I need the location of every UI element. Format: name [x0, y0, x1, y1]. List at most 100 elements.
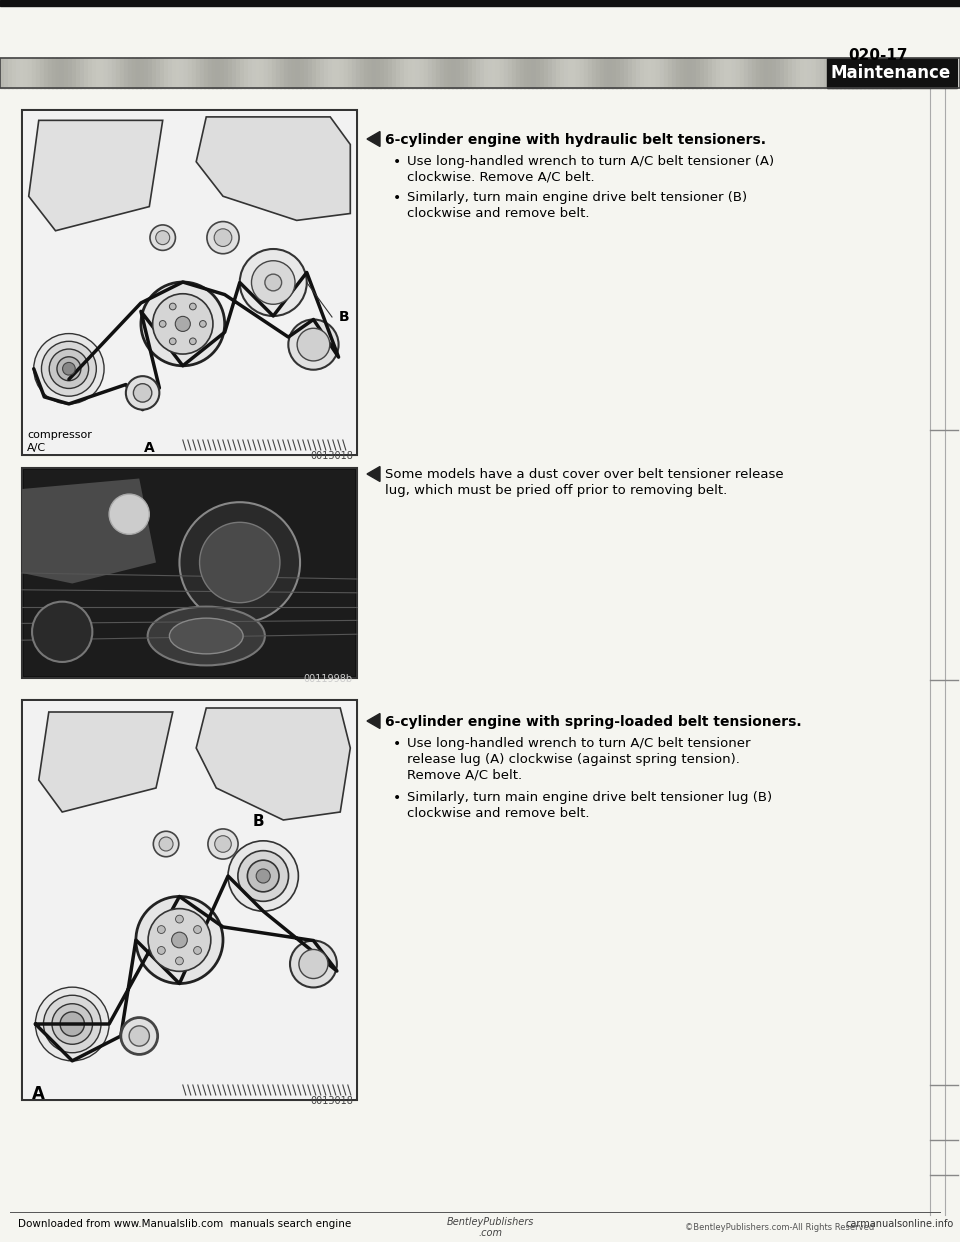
Bar	[540, 58, 545, 88]
Circle shape	[34, 334, 104, 404]
Bar	[168, 58, 173, 88]
Bar	[164, 58, 169, 88]
Bar	[352, 58, 357, 88]
Bar	[716, 58, 721, 88]
Bar	[616, 58, 621, 88]
Circle shape	[299, 949, 328, 979]
Bar	[276, 58, 281, 88]
Circle shape	[288, 319, 339, 370]
Bar	[24, 469, 355, 676]
Bar	[104, 58, 109, 88]
Bar	[456, 58, 461, 88]
Circle shape	[297, 328, 330, 361]
Text: compressor: compressor	[27, 430, 92, 440]
Text: Similarly, turn main engine drive belt tensioner lug (B): Similarly, turn main engine drive belt t…	[407, 791, 772, 804]
Bar	[316, 58, 321, 88]
Bar	[596, 58, 601, 88]
Bar	[48, 58, 53, 88]
Bar	[888, 58, 893, 88]
Bar	[28, 58, 33, 88]
Bar	[268, 58, 273, 88]
Bar	[44, 58, 49, 88]
Bar	[0, 58, 5, 88]
Text: Downloaded from www.Manualslib.com  manuals search engine: Downloaded from www.Manualslib.com manua…	[18, 1218, 351, 1230]
Bar	[748, 58, 753, 88]
Bar	[552, 58, 557, 88]
Circle shape	[150, 225, 176, 251]
Bar	[312, 58, 317, 88]
Circle shape	[200, 320, 206, 327]
Bar	[22, 468, 357, 678]
Bar	[580, 58, 585, 88]
Circle shape	[60, 1012, 84, 1036]
Bar	[380, 58, 385, 88]
Bar	[664, 58, 669, 88]
Text: clockwise. Remove A/C belt.: clockwise. Remove A/C belt.	[407, 171, 594, 184]
Bar	[136, 58, 141, 88]
Bar	[544, 58, 549, 88]
Text: •: •	[393, 737, 401, 751]
Circle shape	[43, 995, 101, 1053]
Bar	[660, 58, 665, 88]
Bar	[524, 58, 529, 88]
Bar	[804, 58, 809, 88]
Bar	[808, 58, 813, 88]
Bar	[252, 58, 257, 88]
Bar	[180, 58, 185, 88]
Bar	[640, 58, 645, 88]
Circle shape	[159, 320, 166, 327]
Bar	[356, 58, 361, 88]
Bar	[608, 58, 613, 88]
Bar	[388, 58, 393, 88]
Bar	[336, 58, 341, 88]
Circle shape	[62, 363, 75, 375]
Bar	[828, 58, 833, 88]
Bar	[128, 58, 133, 88]
Bar	[196, 58, 201, 88]
Text: A/C: A/C	[27, 443, 46, 453]
Bar	[324, 58, 329, 88]
Bar	[436, 58, 441, 88]
Circle shape	[159, 837, 173, 851]
Bar	[440, 58, 445, 88]
Bar	[816, 58, 821, 88]
Bar	[240, 58, 245, 88]
Bar	[464, 58, 469, 88]
Circle shape	[49, 349, 88, 389]
Bar	[756, 58, 761, 88]
Bar	[460, 58, 465, 88]
Circle shape	[52, 1004, 92, 1045]
Bar	[22, 111, 357, 455]
Bar	[852, 58, 857, 88]
Circle shape	[157, 946, 165, 954]
Text: 0013018: 0013018	[310, 451, 353, 461]
Bar	[504, 58, 509, 88]
Bar	[404, 58, 409, 88]
Bar	[24, 58, 29, 88]
Bar	[68, 58, 73, 88]
Bar	[260, 58, 265, 88]
Bar	[636, 58, 641, 88]
Bar	[60, 58, 65, 88]
Bar	[228, 58, 233, 88]
Circle shape	[148, 909, 211, 971]
Polygon shape	[367, 467, 380, 482]
Circle shape	[240, 248, 307, 315]
Bar	[880, 58, 885, 88]
Text: carmanualsonline.info: carmanualsonline.info	[846, 1218, 954, 1230]
Bar	[688, 58, 693, 88]
Text: Use long-handled wrench to turn A/C belt tensioner (A): Use long-handled wrench to turn A/C belt…	[407, 155, 774, 168]
Bar	[160, 58, 165, 88]
Bar	[712, 58, 717, 88]
Bar	[736, 58, 741, 88]
Bar	[820, 58, 825, 88]
Bar	[360, 58, 365, 88]
Bar	[588, 58, 593, 88]
Bar	[512, 58, 517, 88]
Bar	[320, 58, 325, 88]
Circle shape	[172, 933, 187, 948]
Bar	[372, 58, 377, 88]
Bar	[508, 58, 513, 88]
Bar	[648, 58, 653, 88]
Bar	[408, 58, 413, 88]
